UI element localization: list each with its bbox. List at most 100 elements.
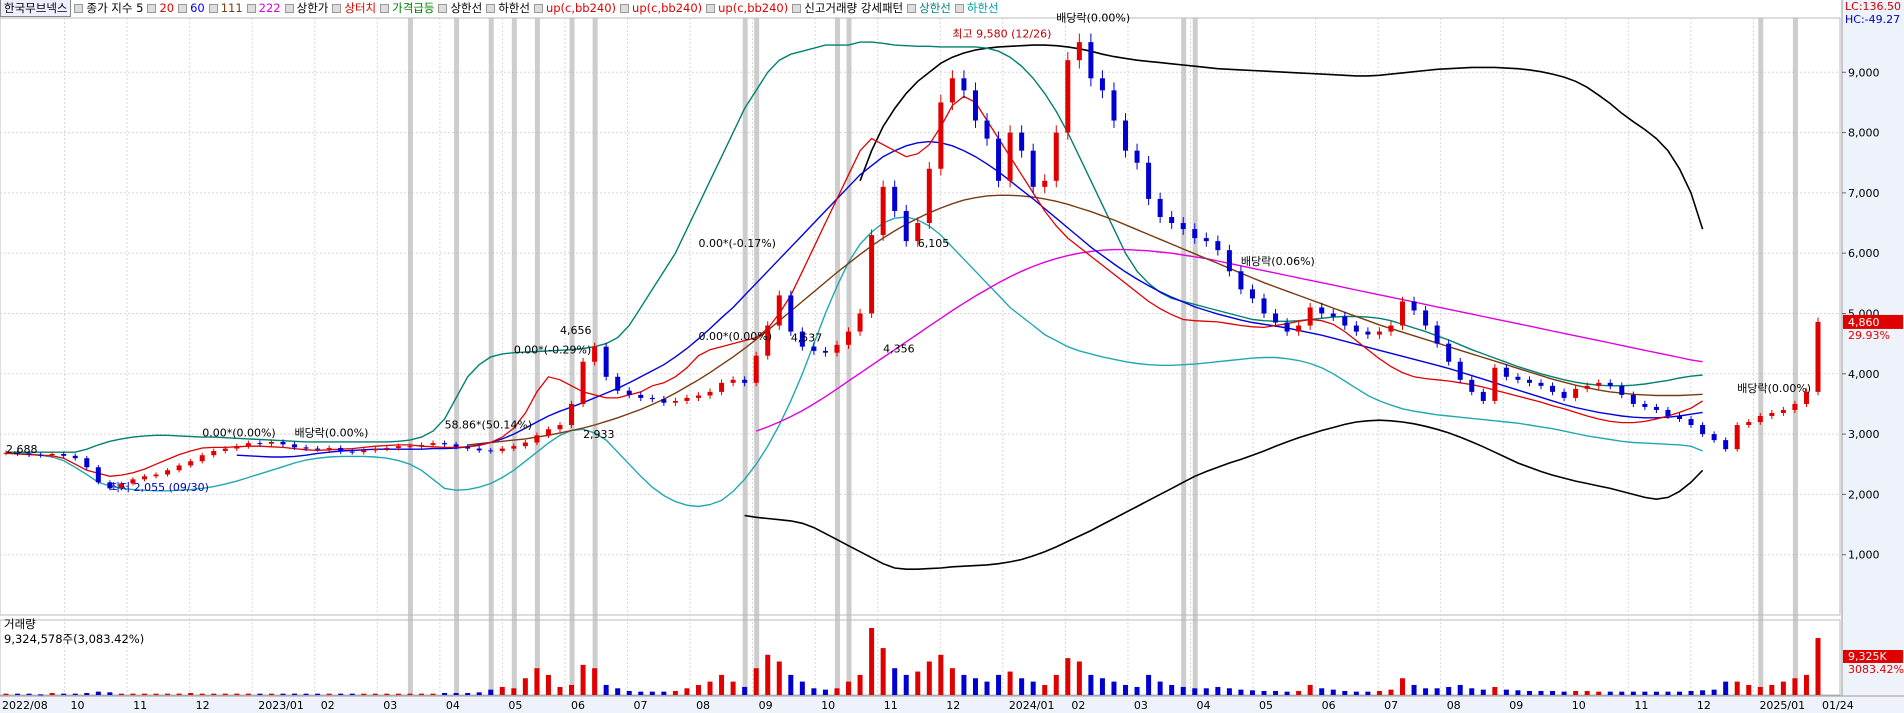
annotation-label: 0.00*(0.00%) [698,330,772,343]
candle-body [488,450,494,452]
candle-body [476,448,482,451]
checkbox-icon[interactable] [438,3,448,13]
volume-bar [49,692,55,695]
candle-body [788,295,794,332]
candle-body [1076,42,1082,61]
volume-bars [3,628,1821,696]
legend-item[interactable]: 상한가 [284,0,328,16]
last-price-tag [1843,314,1903,329]
price-axis: 1,0002,0003,0004,0005,0006,0007,0008,000… [1841,0,1904,713]
candle-body [176,465,182,471]
price-panel-frame [0,17,1841,616]
legend-item[interactable]: 222 [246,0,281,16]
candle-body [38,454,44,456]
stock-name-label[interactable]: 한국무브넥스 [0,0,72,17]
legend-item[interactable]: 상한선 [438,0,482,16]
checkbox-icon[interactable] [954,3,964,13]
candle-body [730,379,736,383]
legend-item[interactable]: 종가 지수 5 [74,0,143,16]
checkbox-icon[interactable] [486,3,496,13]
candle-body [1203,238,1209,242]
checkbox-icon[interactable] [533,3,543,13]
volume-bar [338,693,344,695]
volume-bar [1492,686,1498,695]
checkbox-icon[interactable] [620,3,630,13]
legend-item[interactable]: 하한선 [486,0,530,16]
price-series [3,33,1821,491]
annotation-label: 0.00*(-0.17%) [698,237,776,250]
legend-items: 종가 지수 5 20 60 111 222 상한가 상터치 가격급등 상한선 하한선 up(c,bb… [74,0,1002,16]
candle-body [188,461,194,466]
checkbox-icon[interactable] [332,3,342,13]
candle-body [1630,394,1636,404]
candle-body [742,379,748,383]
candle-body [1146,162,1152,199]
volume-bar [522,678,528,695]
legend-item[interactable]: 신고거래량 강세패턴 [792,0,903,16]
checkbox-icon[interactable] [208,3,218,13]
legend-item-label: 60 [190,1,205,15]
legend-item[interactable]: 60 [178,0,205,16]
checkbox-icon[interactable] [706,3,716,13]
volume-bar [476,692,482,695]
hc-label: HC:-49.27 [1845,13,1900,26]
volume-bar [280,693,286,695]
candle-body [1030,150,1036,187]
legend-item[interactable]: 상터치 [332,0,376,16]
x-tick-label: 03 [1134,699,1148,712]
candle-body [1757,416,1763,423]
checkbox-icon[interactable] [907,3,917,13]
checkbox-icon[interactable] [74,3,84,13]
x-tick-label: 01/24 [1822,699,1854,712]
checkbox-icon[interactable] [246,3,256,13]
candle-body [522,442,528,447]
checkbox-icon[interactable] [792,3,802,13]
volume-bar [569,684,575,695]
legend-item[interactable]: up(c,bb240) [706,0,788,16]
legend-item[interactable]: up(c,bb240) [620,0,702,16]
x-tick-label: 2024/01 [1009,699,1055,712]
candle-body [1457,361,1463,380]
volume-bar [1642,691,1648,695]
legend-item[interactable]: 하한선 [954,0,999,16]
candle-body [592,346,598,362]
candle-body [349,451,355,453]
volume-bar [1388,689,1394,695]
checkbox-icon[interactable] [380,3,390,13]
volume-bar [3,693,9,695]
volume-bar [972,678,978,695]
checkbox-icon[interactable] [178,3,188,13]
chart-legend: 한국무브넥스 종가 지수 5 20 60 111 222 상한가 상터치 가격급등 상한선 하한선… [0,0,1840,17]
volume-bar [1030,681,1036,695]
signal-bar [1192,18,1198,695]
candle-body [1538,382,1544,386]
signal-bar [569,18,575,695]
volume-bar [1157,681,1163,695]
legend-item[interactable]: 111 [208,0,243,16]
volume-bar [996,674,1002,695]
volume-bar [1284,691,1290,695]
legend-item[interactable]: 상한선 [907,0,951,16]
candle-body [107,482,113,489]
checkbox-icon[interactable] [147,3,157,13]
checkbox-icon[interactable] [284,3,294,13]
legend-item[interactable]: 가격급등 [380,0,434,16]
legend-item[interactable]: up(c,bb240) [533,0,616,16]
axis-background [1842,0,1904,713]
legend-item-label: up(c,bb240) [632,1,703,15]
candle-body [961,78,967,91]
volume-bar [534,668,540,695]
volume-bar [753,668,759,695]
x-tick-label: 09 [1509,699,1523,712]
volume-bar [1723,681,1729,695]
candle-body [1088,42,1094,79]
legend-item-label: 상한선 [450,1,483,15]
volume-bar [1053,674,1059,695]
volume-bar [26,693,32,695]
y-tick-label: 8,000 [1848,127,1880,140]
candle-body [1411,301,1417,311]
legend-item[interactable]: 20 [147,0,174,16]
volume-bar [949,668,955,695]
candle-body [430,443,436,445]
